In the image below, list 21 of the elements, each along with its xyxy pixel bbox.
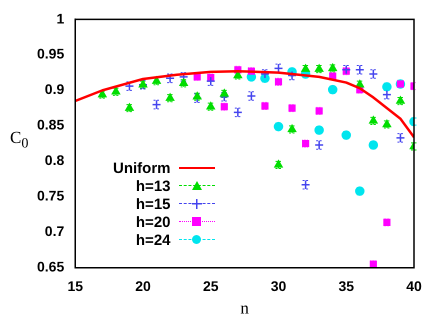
- legend-label: h=13: [136, 178, 170, 194]
- y-tick-label: 1: [56, 10, 64, 26]
- x-tick-label: 15: [67, 278, 84, 294]
- legend-label: h=15: [136, 196, 170, 212]
- x-tick-label: 40: [406, 278, 422, 294]
- legend-label: h=20: [136, 214, 170, 230]
- x-tick-label: 20: [135, 278, 151, 294]
- y-tick-label: 0.8: [44, 152, 64, 168]
- x-axis-title: n: [240, 298, 250, 318]
- y-tick-label: 0.9: [44, 81, 64, 98]
- x-tick-label: 30: [270, 278, 286, 294]
- y-tick-label: 0.85: [37, 116, 64, 133]
- y-tick-label: 0.75: [37, 188, 64, 204]
- legend-label: Uniform: [113, 160, 170, 176]
- x-tick-label: 35: [338, 278, 354, 294]
- y-axis-title: C$_{0}$: [10, 128, 28, 152]
- y-tick-label: 0.7: [44, 223, 64, 240]
- x-tick-label: 25: [202, 278, 219, 294]
- y-tick-label: 0.95: [37, 46, 64, 62]
- y-tick-label: 0.65: [37, 258, 64, 275]
- legend-label: h=24: [136, 232, 170, 248]
